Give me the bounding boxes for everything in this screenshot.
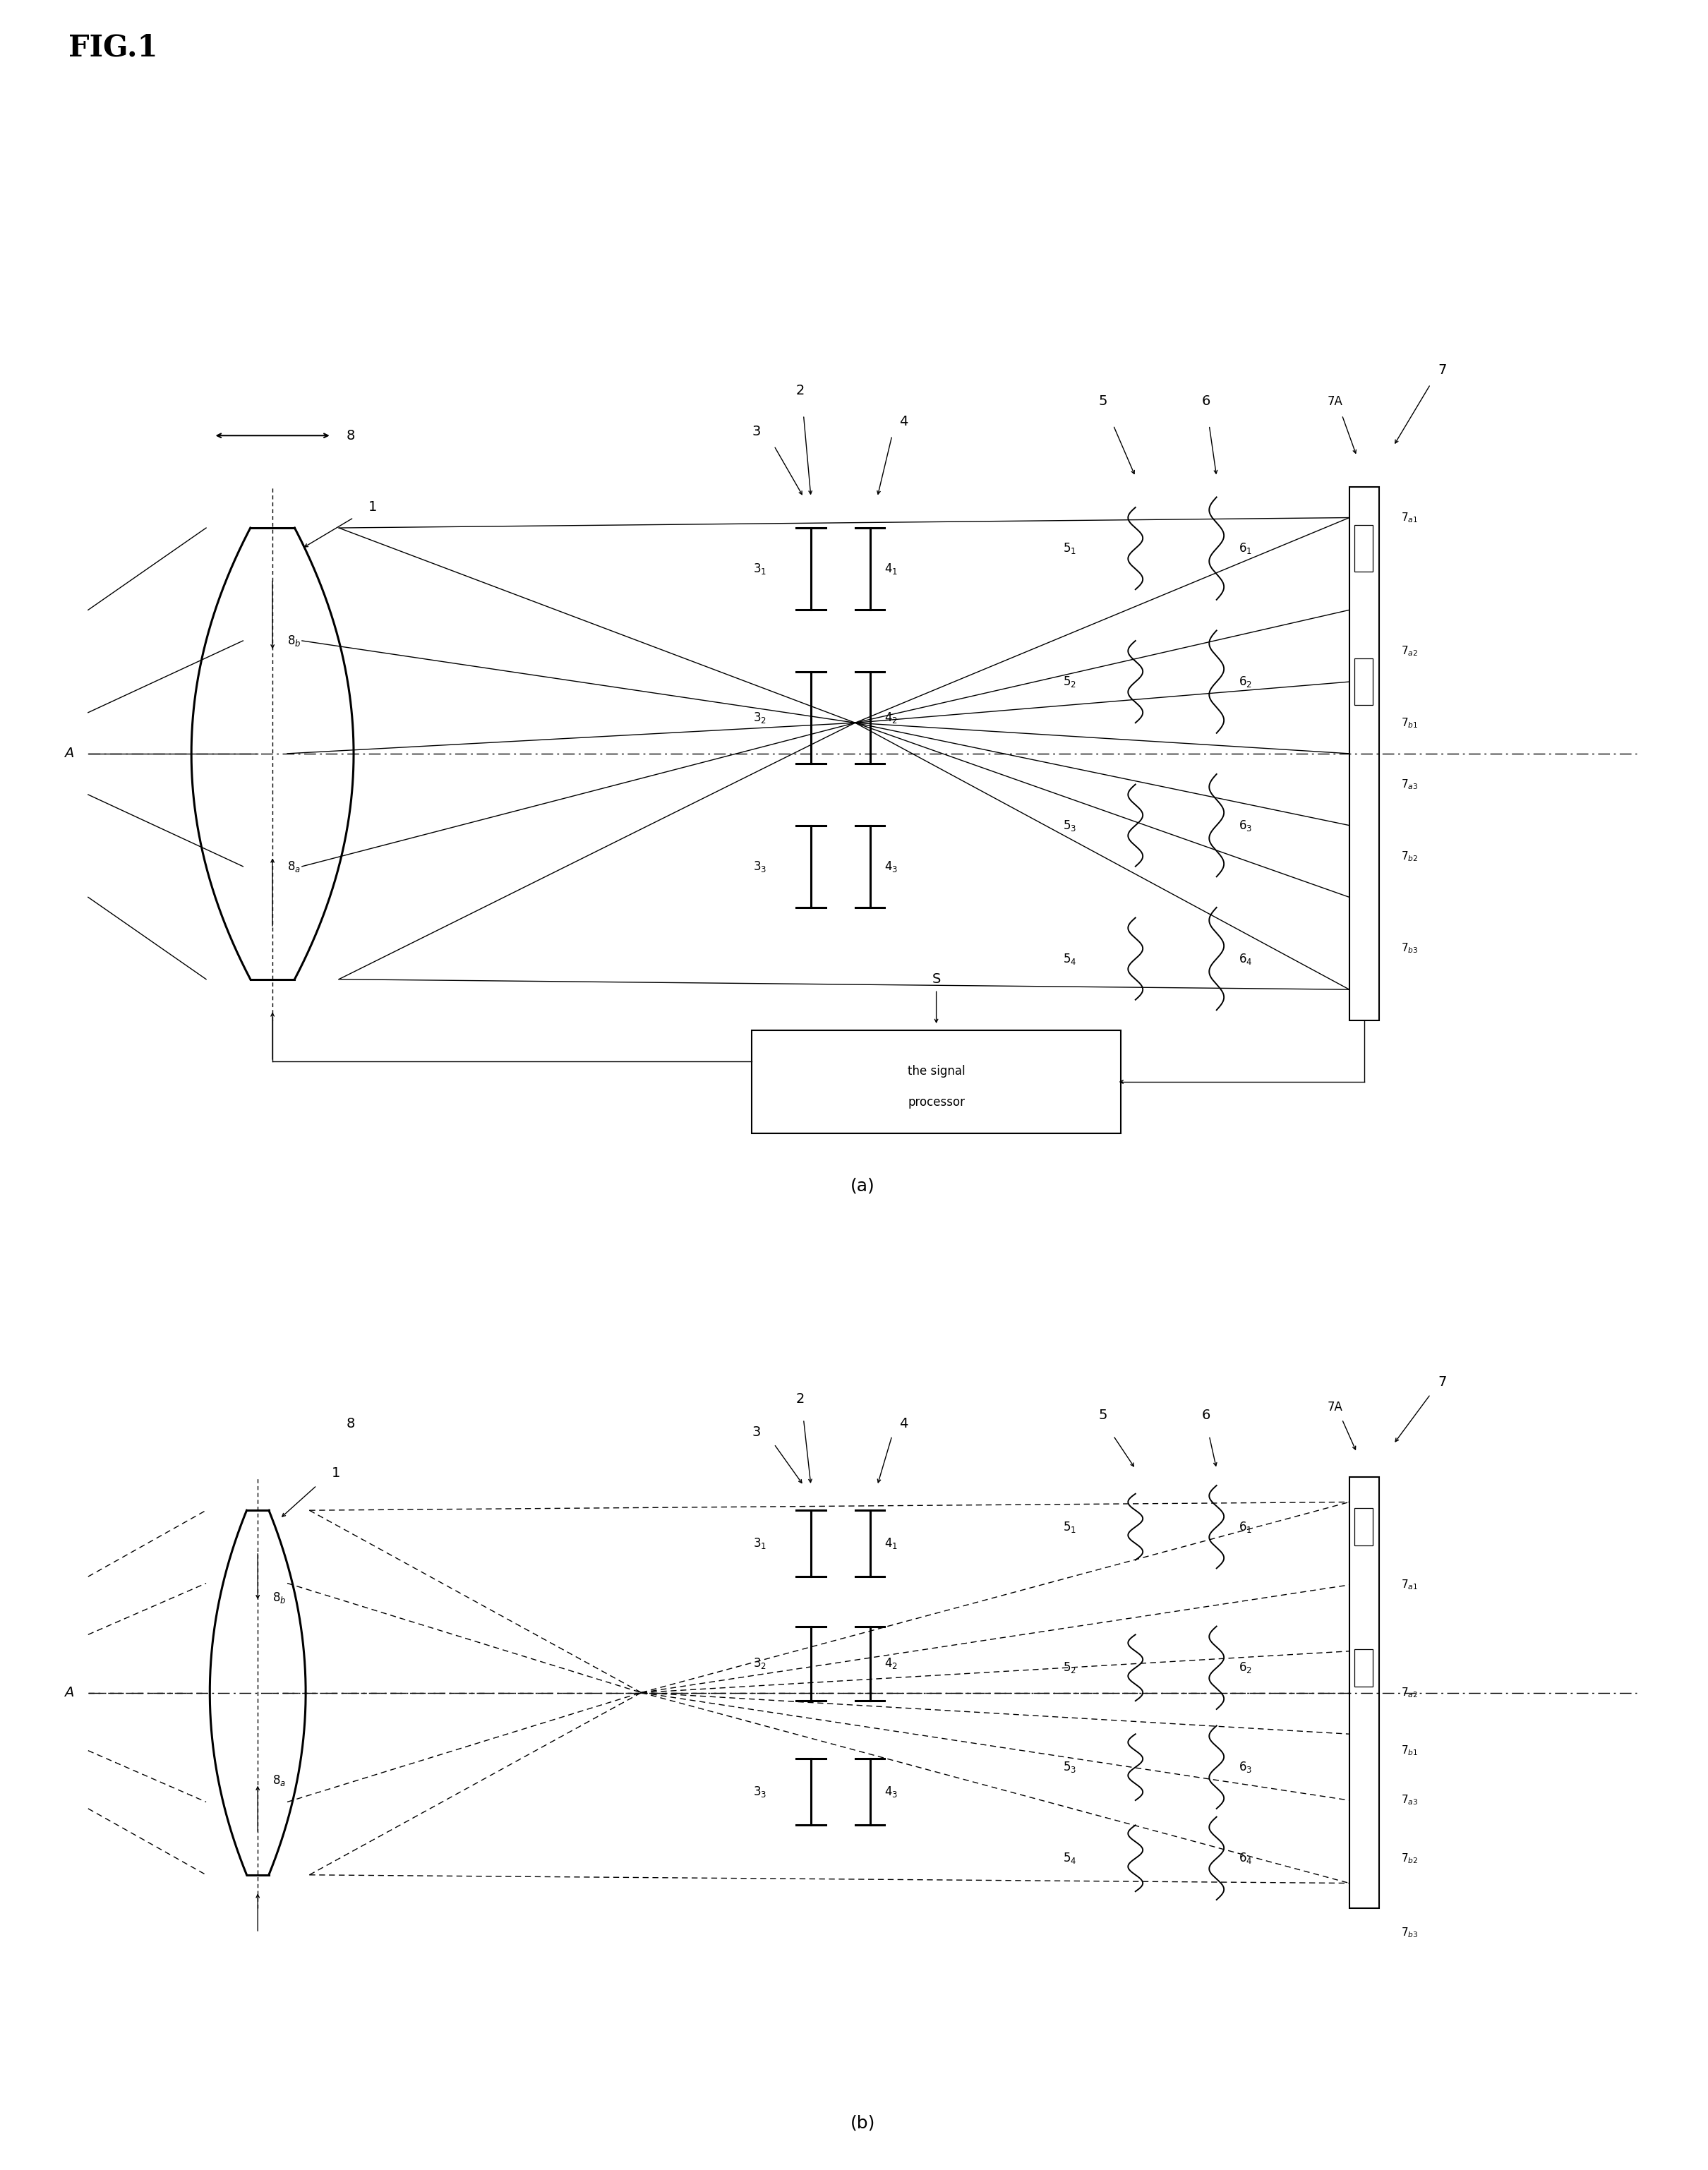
Text: 5$_2$: 5$_2$ bbox=[1062, 1660, 1076, 1675]
Bar bbox=[1349, 486, 1378, 1020]
Text: 3: 3 bbox=[752, 425, 760, 438]
Text: 6$_2$: 6$_2$ bbox=[1238, 675, 1252, 688]
Text: 7$_{a2}$: 7$_{a2}$ bbox=[1401, 1686, 1418, 1699]
Text: 3$_3$: 3$_3$ bbox=[753, 1786, 767, 1799]
Text: 4$_1$: 4$_1$ bbox=[885, 1536, 898, 1552]
Text: 7$_{b1}$: 7$_{b1}$ bbox=[1401, 716, 1418, 729]
Text: 4: 4 bbox=[900, 414, 909, 427]
Text: A: A bbox=[63, 1686, 73, 1699]
Bar bbox=[1354, 1508, 1373, 1545]
Text: 8: 8 bbox=[347, 1417, 355, 1430]
Text: 5$_3$: 5$_3$ bbox=[1062, 1760, 1076, 1775]
Text: 7: 7 bbox=[1438, 362, 1447, 378]
Text: (a): (a) bbox=[851, 1178, 874, 1196]
Text: 4$_2$: 4$_2$ bbox=[885, 1656, 898, 1671]
Text: 7$_{a2}$: 7$_{a2}$ bbox=[1401, 644, 1418, 658]
Text: FIG.1: FIG.1 bbox=[68, 33, 157, 63]
Text: 3$_2$: 3$_2$ bbox=[753, 1656, 767, 1671]
Text: 7$_{b2}$: 7$_{b2}$ bbox=[1401, 851, 1418, 864]
Text: 3$_1$: 3$_1$ bbox=[753, 562, 767, 575]
Text: 7: 7 bbox=[1438, 1376, 1447, 1389]
Text: 5$_2$: 5$_2$ bbox=[1062, 675, 1076, 688]
Text: the signal: the signal bbox=[907, 1065, 965, 1078]
Text: 5$_1$: 5$_1$ bbox=[1062, 540, 1076, 556]
Bar bbox=[1349, 1478, 1378, 1907]
Bar bbox=[752, 1031, 1120, 1133]
Text: 7$_{b1}$: 7$_{b1}$ bbox=[1401, 1745, 1418, 1758]
Text: 7A: 7A bbox=[1327, 1402, 1342, 1413]
Text: 3$_2$: 3$_2$ bbox=[753, 710, 767, 725]
Text: 8$_b$: 8$_b$ bbox=[273, 1591, 287, 1606]
Text: 7$_{a3}$: 7$_{a3}$ bbox=[1401, 1795, 1418, 1808]
Text: 5$_3$: 5$_3$ bbox=[1062, 818, 1076, 833]
Text: 8$_a$: 8$_a$ bbox=[273, 1773, 285, 1788]
Text: 6$_1$: 6$_1$ bbox=[1238, 540, 1252, 556]
Text: 6$_3$: 6$_3$ bbox=[1238, 1760, 1252, 1775]
Text: 7$_{b2}$: 7$_{b2}$ bbox=[1401, 1851, 1418, 1864]
Text: 3$_3$: 3$_3$ bbox=[753, 859, 767, 875]
Text: 1: 1 bbox=[331, 1467, 340, 1480]
Text: 5$_1$: 5$_1$ bbox=[1062, 1519, 1076, 1534]
Text: 5: 5 bbox=[1098, 395, 1107, 408]
Text: 6$_4$: 6$_4$ bbox=[1238, 953, 1252, 966]
Text: 7$_{b3}$: 7$_{b3}$ bbox=[1401, 1927, 1418, 1940]
Text: 8$_a$: 8$_a$ bbox=[287, 859, 301, 875]
Text: 8: 8 bbox=[347, 430, 355, 443]
Text: 2: 2 bbox=[796, 1391, 804, 1406]
Text: 6$_1$: 6$_1$ bbox=[1238, 1519, 1252, 1534]
Text: 6: 6 bbox=[1202, 395, 1211, 408]
Text: (b): (b) bbox=[851, 2116, 874, 2131]
Text: 2: 2 bbox=[796, 384, 804, 397]
Text: 1: 1 bbox=[369, 501, 377, 514]
Text: 4: 4 bbox=[900, 1417, 909, 1430]
Text: A: A bbox=[63, 746, 73, 760]
Text: 5: 5 bbox=[1098, 1408, 1107, 1421]
Text: 6$_3$: 6$_3$ bbox=[1238, 818, 1252, 833]
Text: processor: processor bbox=[907, 1096, 965, 1109]
Text: 4$_3$: 4$_3$ bbox=[885, 1786, 898, 1799]
Text: 7$_{b3}$: 7$_{b3}$ bbox=[1401, 942, 1418, 955]
Text: 3$_1$: 3$_1$ bbox=[753, 1536, 767, 1552]
Text: 5$_4$: 5$_4$ bbox=[1062, 953, 1076, 966]
Text: 7A: 7A bbox=[1327, 395, 1342, 408]
Text: 8$_b$: 8$_b$ bbox=[287, 634, 301, 649]
Bar bbox=[1354, 1649, 1373, 1686]
Text: 6$_4$: 6$_4$ bbox=[1238, 1851, 1252, 1866]
Text: 7$_{a1}$: 7$_{a1}$ bbox=[1401, 1578, 1418, 1591]
Text: 5$_4$: 5$_4$ bbox=[1062, 1851, 1076, 1866]
Text: 4$_2$: 4$_2$ bbox=[885, 710, 898, 725]
Text: 7$_{a3}$: 7$_{a3}$ bbox=[1401, 777, 1418, 790]
Bar bbox=[1354, 660, 1373, 705]
Text: 3: 3 bbox=[752, 1426, 760, 1439]
Text: 4$_1$: 4$_1$ bbox=[885, 562, 898, 575]
Bar bbox=[1354, 525, 1373, 571]
Text: 4$_3$: 4$_3$ bbox=[885, 859, 898, 875]
Text: S: S bbox=[933, 972, 941, 985]
Text: 7$_{a1}$: 7$_{a1}$ bbox=[1401, 512, 1418, 525]
Text: 6: 6 bbox=[1202, 1408, 1211, 1421]
Text: 6$_2$: 6$_2$ bbox=[1238, 1660, 1252, 1675]
